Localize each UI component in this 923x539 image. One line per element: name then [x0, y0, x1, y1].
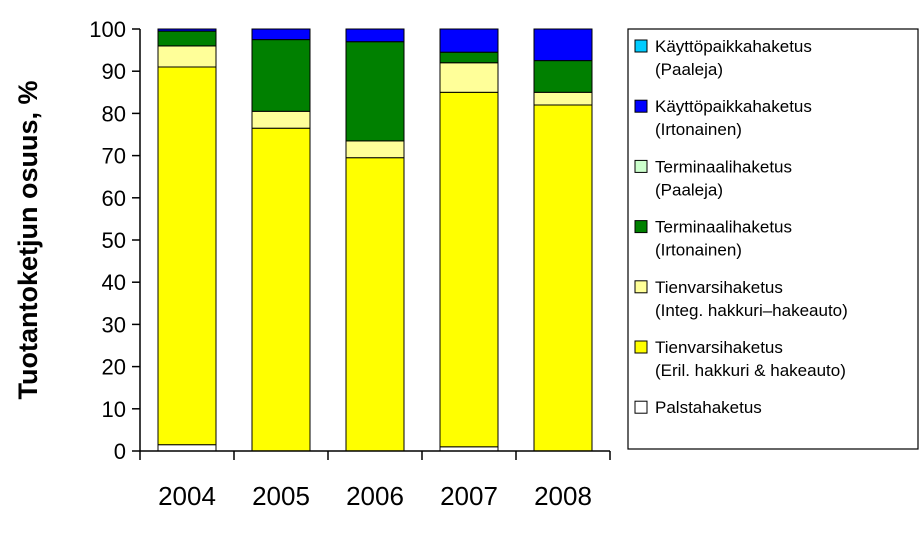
legend-swatch-0: [634, 39, 648, 53]
legend-swatch-6: [634, 400, 648, 414]
x-tick-label-2007: 2007: [440, 481, 498, 511]
legend-swatch-3: [634, 220, 648, 234]
y-tick-label-100: 100: [89, 17, 126, 42]
y-axis-title-group: Tuotantoketjun osuus, %: [13, 81, 43, 400]
bar-segment-2005-series-3: [251, 39, 311, 112]
bar-segment-2006-series-3: [345, 41, 405, 142]
legend-swatch-4: [634, 280, 648, 294]
y-tick-label-0: 0: [114, 439, 126, 464]
legend-swatch-1: [634, 99, 648, 113]
legend: Käyttöpaikkahaketus (Paaleja) Käyttöpaikka…: [627, 28, 919, 450]
axes-group: 0 10 20 30 40 50 60 70 80 90 100 2004 2005 2006 2007 20…: [89, 17, 611, 511]
y-tick-label-70: 70: [102, 144, 126, 169]
bar-segment-2008-series-5: [533, 28, 593, 62]
legend-swatch-2: [634, 159, 648, 173]
legend-label-5-line-0: Tienvarsihaketus: [655, 338, 783, 357]
bar-segment-2008-series-2: [533, 91, 593, 106]
bar-segment-2005-series-5: [251, 28, 311, 41]
bar-segment-2004-series-2: [157, 45, 217, 68]
legend-label-1-line-0: Käyttöpaikkahaketus: [655, 97, 812, 116]
x-tick-label-2005: 2005: [252, 481, 310, 511]
bar-segment-2006-series-5: [345, 28, 405, 43]
legend-label-4-line-1: (Integ. hakkuri–hakeauto): [655, 301, 848, 320]
legend-label-5-line-1: (Eril. hakkuri & hakeauto): [655, 361, 846, 380]
legend-label-2-line-0: Terminaalihaketus: [655, 157, 792, 176]
x-tick-label-2004: 2004: [158, 481, 216, 511]
y-tick-label-30: 30: [102, 312, 126, 337]
legend-label-6-line-0: Palstahaketus: [655, 398, 762, 417]
legend-label-0-line-1: (Paaleja): [655, 60, 723, 79]
bar-segment-2007-series-3: [439, 51, 499, 64]
legend-swatch-5: [634, 340, 648, 354]
y-tick-label-80: 80: [102, 101, 126, 126]
bar-segment-2004-series-0: [157, 444, 217, 452]
y-tick-label-40: 40: [102, 270, 126, 295]
y-tick-label-10: 10: [102, 397, 126, 422]
bar-segment-2007-series-1: [439, 91, 499, 448]
legend-label-1-line-1: (Irtonainen): [655, 120, 742, 139]
bar-segment-2004-series-3: [157, 30, 217, 47]
y-tick-label-50: 50: [102, 228, 126, 253]
legend-label-3-line-1: (Irtonainen): [655, 241, 742, 260]
y-axis-title: Tuotantoketjun osuus, %: [13, 81, 43, 400]
bar-segment-2008-series-3: [533, 60, 593, 93]
legend-label-2-line-1: (Paaleja): [655, 180, 723, 199]
x-tick-label-2006: 2006: [346, 481, 404, 511]
bar-segment-2007-series-5: [439, 28, 499, 53]
bar-segment-2004-series-5: [157, 28, 217, 32]
legend-label-3-line-0: Terminaalihaketus: [655, 218, 792, 237]
bar-segment-2006-series-2: [345, 140, 405, 159]
bar-segment-2005-series-1: [251, 127, 311, 452]
bars-group: [157, 28, 593, 452]
bar-segment-2007-series-2: [439, 62, 499, 93]
y-tick-label-20: 20: [102, 355, 126, 380]
legend-label-0-line-0: Käyttöpaikkahaketus: [655, 37, 812, 56]
legend-box: [627, 28, 919, 450]
bar-segment-2008-series-1: [533, 104, 593, 452]
bar-segment-2005-series-2: [251, 110, 311, 129]
bar-segment-2006-series-1: [345, 157, 405, 452]
x-tick-label-2008: 2008: [534, 481, 592, 511]
y-tick-label-60: 60: [102, 186, 126, 211]
legend-label-4-line-0: Tienvarsihaketus: [655, 278, 783, 297]
y-tick-label-90: 90: [102, 59, 126, 84]
bar-segment-2004-series-1: [157, 66, 217, 446]
